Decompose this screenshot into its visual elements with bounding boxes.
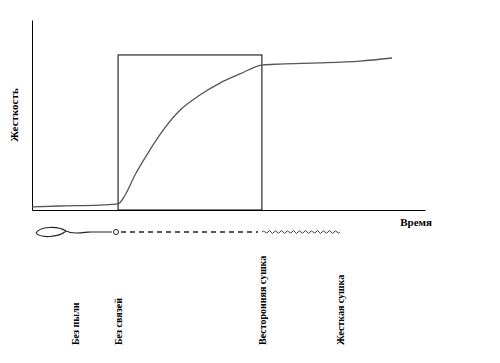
stage-label: Весторонняя сушка [257, 256, 268, 345]
chart: Жесткость Время Без пыли Без связей Весторон… [0, 0, 500, 363]
y-axis [32, 21, 33, 211]
y-axis-title: Жесткость [8, 88, 20, 142]
x-axis [33, 210, 426, 211]
wavy-sketch [262, 231, 340, 234]
axis-line [33, 210, 426, 211]
dashed-sketch [121, 231, 258, 232]
stage-sketches [36, 227, 340, 236]
axis-line [32, 21, 33, 211]
highlight-box [118, 55, 262, 210]
droplet-sketch [36, 227, 112, 236]
stiffness-line [32, 58, 392, 207]
stage-label: Жесткая сушка [335, 275, 346, 345]
stage-label: Без пыли [70, 302, 81, 345]
plot-area [32, 55, 392, 210]
node-sketch [114, 230, 119, 235]
stage-label: Без связей [113, 298, 124, 345]
x-axis-title: Время [400, 216, 432, 228]
